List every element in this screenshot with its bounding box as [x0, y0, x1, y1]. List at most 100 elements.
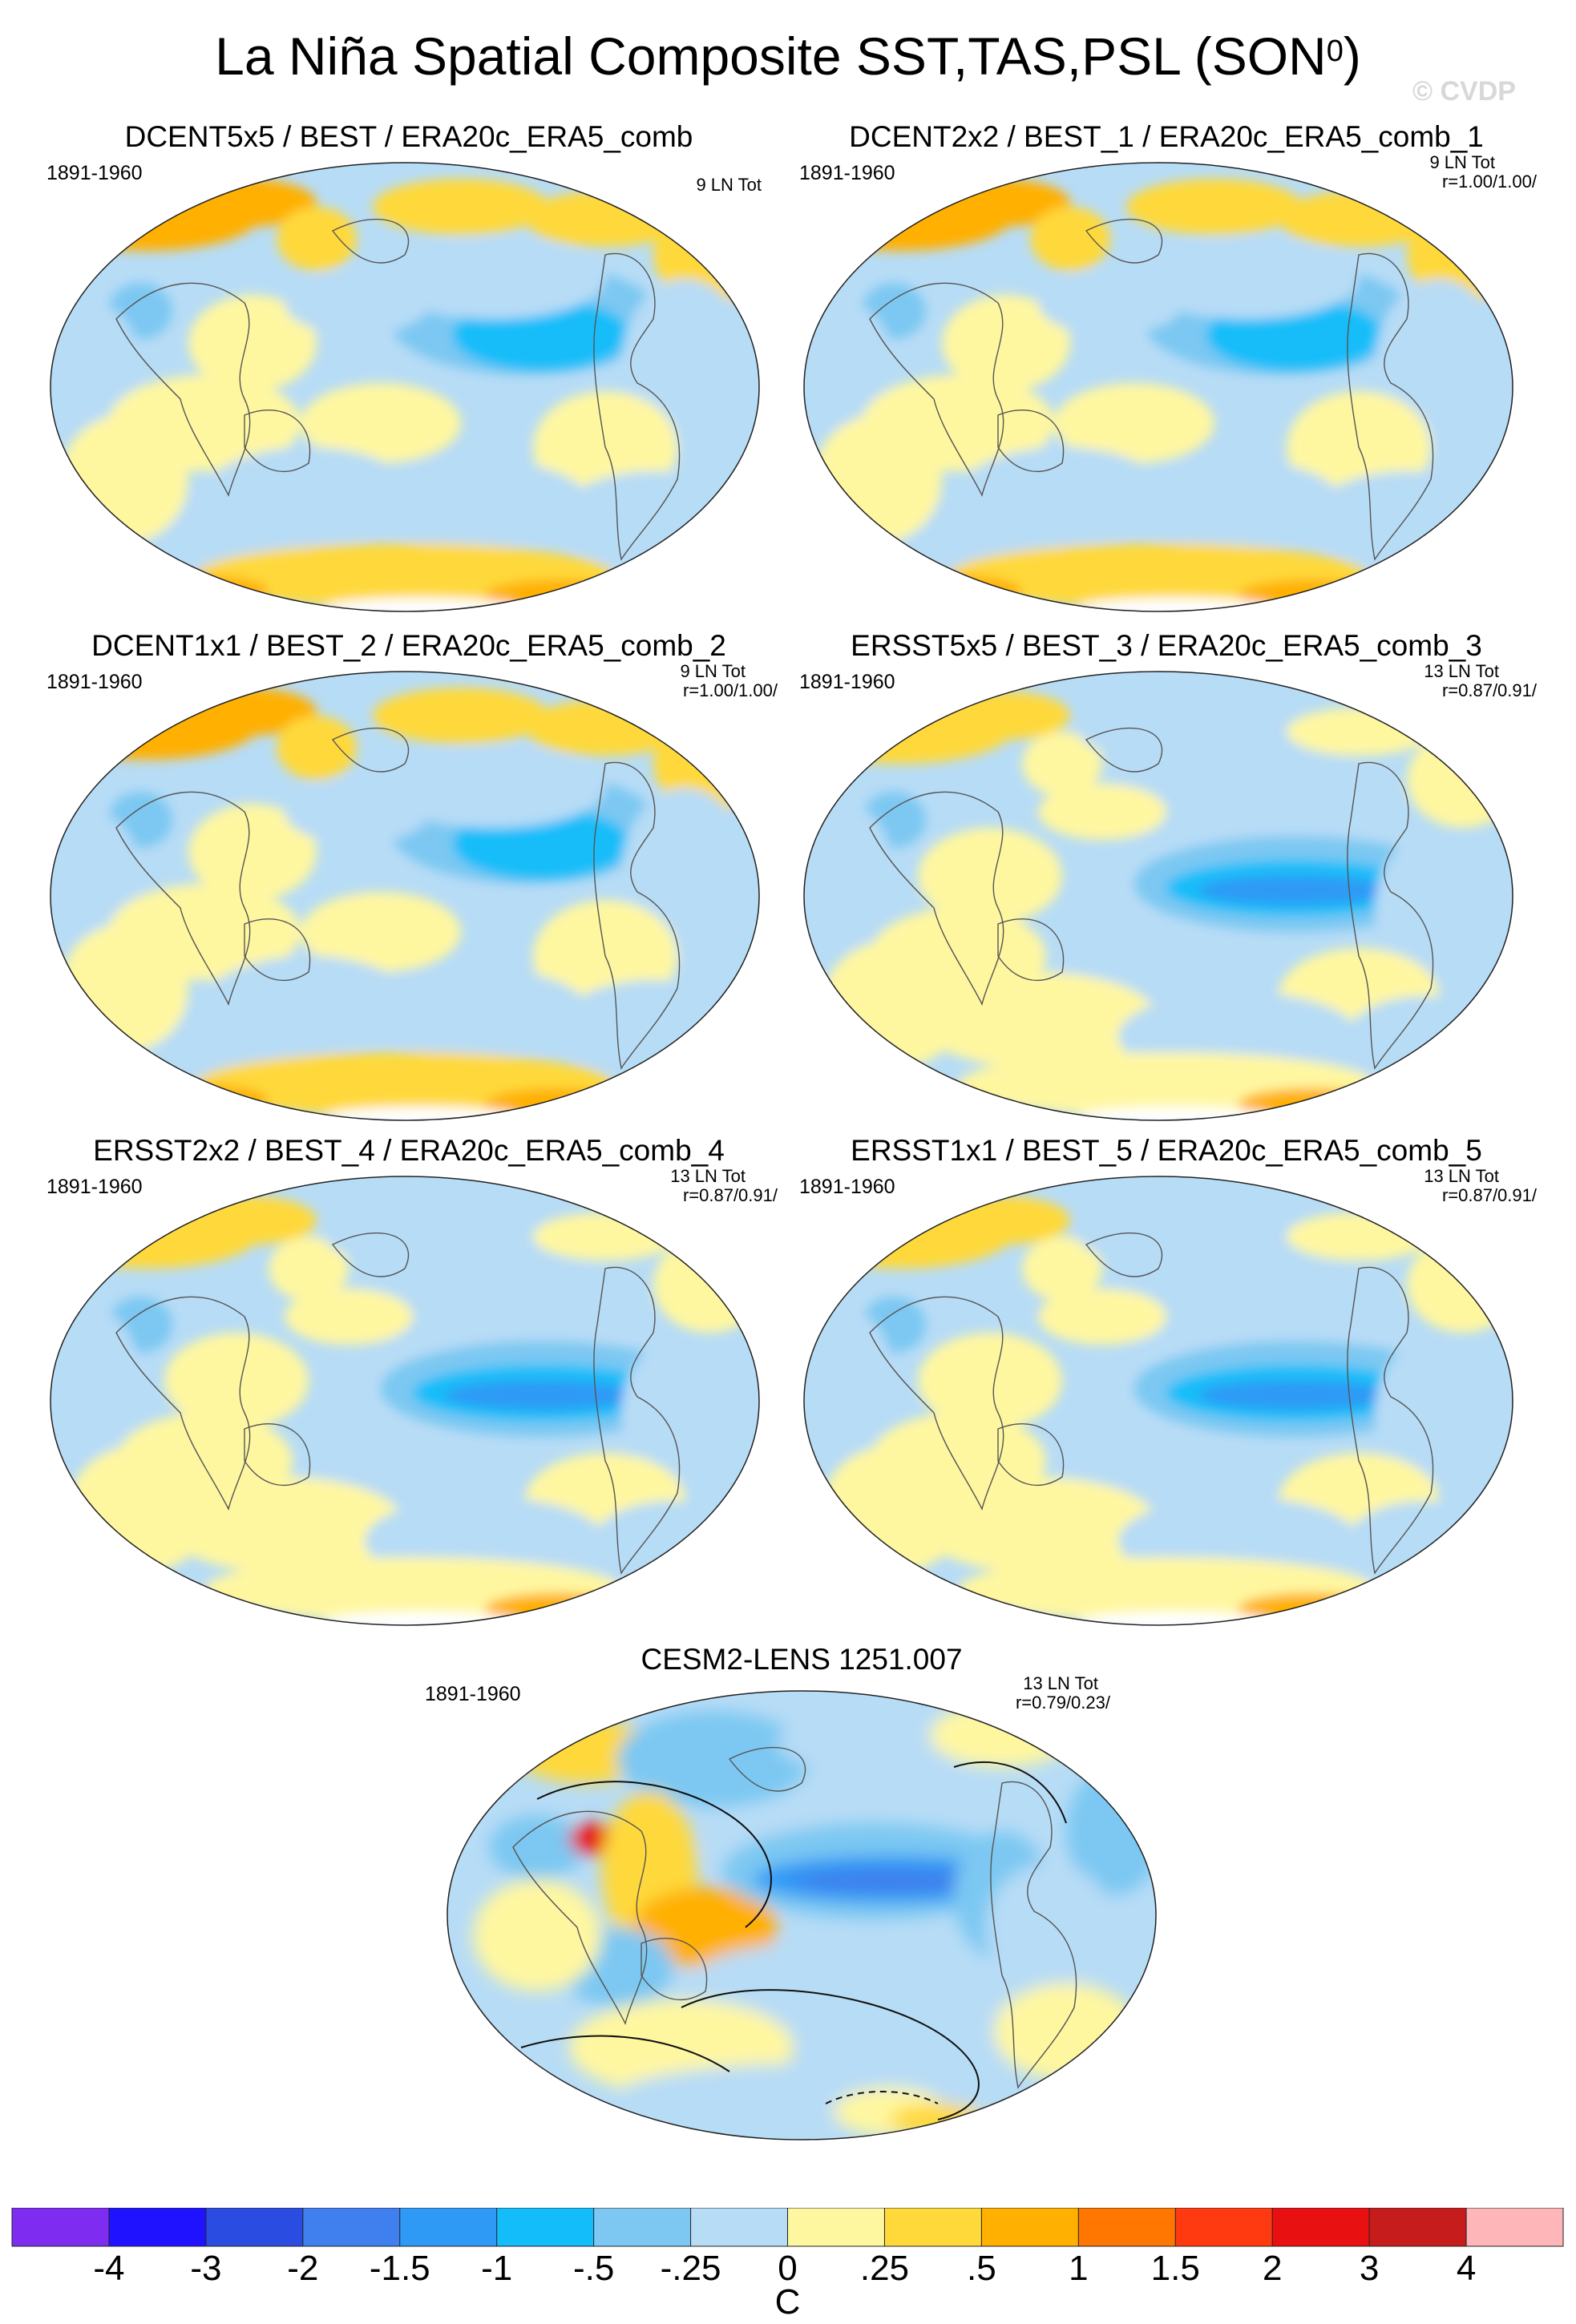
colorbar-tick-label: -.5 [573, 2249, 614, 2288]
colorbar-tick-label: -.25 [661, 2249, 721, 2288]
anomaly-region [1407, 732, 1513, 828]
colorbar-tick-label: 2 [1263, 2249, 1282, 2288]
anomaly-region [986, 1863, 1114, 1991]
anomaly-region [140, 1084, 269, 1116]
anomaly-region [653, 1237, 759, 1333]
anomaly-region [1287, 1212, 1431, 1261]
coastline [869, 1296, 1004, 1511]
anomaly-region [1407, 1237, 1513, 1333]
colorbar-tick-label: -1 [481, 2249, 512, 2288]
panel-title: ERSST1x1 / BEST_5 / ERA20c_ERA5_comb_5 [851, 1134, 1482, 1167]
psl-contour [520, 2035, 730, 2072]
anomaly-region [1078, 1204, 1319, 1269]
psl-contour [536, 1781, 772, 1928]
anomaly-region [894, 575, 1022, 607]
psl-contour [825, 2091, 939, 2104]
coastline [331, 1232, 410, 1277]
anomaly-region [804, 804, 894, 948]
colorbar-tick-label: 4 [1457, 2249, 1476, 2288]
map-field [804, 163, 1513, 611]
map-border [803, 162, 1513, 612]
colorbar-swatch [108, 2208, 207, 2246]
anomaly-region [794, 1870, 986, 1892]
anomaly-region [485, 579, 629, 611]
anomaly-region [1038, 784, 1166, 840]
anomaly-region [445, 1381, 637, 1410]
anomaly-region [196, 543, 613, 607]
event-count: 13 LN Tot [670, 1166, 746, 1186]
anomaly-region [1078, 598, 1271, 611]
anomaly-region [1030, 207, 1110, 271]
coastline [997, 1423, 1065, 1487]
colorbar-swatch [1466, 2208, 1564, 2246]
anomaly-region [1239, 579, 1383, 611]
anomaly-region [204, 1557, 621, 1621]
anomaly-region [878, 1595, 990, 1624]
anomaly-region [285, 271, 429, 335]
anomaly-map [50, 1176, 760, 1626]
colorbar-unit-label: C [775, 2282, 801, 2320]
anomaly-region [365, 459, 589, 547]
correlation-label: r=1.00/1.00/ [682, 680, 778, 700]
anomaly-region [1118, 459, 1343, 547]
psl-contour [681, 1989, 980, 2120]
coastline [1085, 218, 1163, 264]
anomaly-region [822, 1445, 966, 1573]
anomaly-region [1094, 748, 1399, 860]
period-label: 1891-1960 [799, 162, 895, 184]
colorbar-tick-label: -1.5 [370, 2249, 430, 2288]
coastline [244, 410, 311, 473]
colorbar-tick-label: .5 [967, 2249, 996, 2288]
coastline [997, 918, 1065, 982]
anomaly-region [822, 940, 966, 1068]
coastline [1347, 252, 1434, 561]
map-border [447, 1690, 1157, 2140]
map-border [50, 1176, 760, 1626]
panel-dcent1x1: DCENT1x1 / BEST_2 / ERA20c_ERA5_comb_2 1… [32, 629, 786, 1126]
anomaly-region [1078, 1107, 1271, 1120]
coastline [1347, 761, 1434, 1070]
map-field [51, 672, 759, 1120]
watermark: © CVDP [1412, 76, 1516, 107]
anomaly-region [381, 239, 605, 319]
panel-cesm2-lens: CESM2-LENS 1251.007 1891-1960 13 LN Tot … [417, 1643, 1186, 2156]
event-count: 9 LN Tot [680, 661, 746, 681]
anomaly-region [1078, 700, 1319, 764]
coastline [331, 218, 410, 264]
coastline [244, 918, 311, 982]
anomaly-region [804, 1309, 894, 1453]
anomaly-region [1311, 471, 1503, 567]
anomaly-region [188, 1196, 317, 1245]
correlation-label: r=1.00/1.00/ [1441, 171, 1537, 192]
coastline [997, 410, 1065, 473]
anomaly-region [1198, 1381, 1391, 1410]
anomaly-region [1375, 836, 1487, 980]
colorbar-swatch [399, 2208, 498, 2246]
anomaly-region [1054, 383, 1214, 463]
colorbar-swatch [690, 2208, 788, 2246]
anomaly-region [51, 303, 140, 431]
anomaly-region [301, 892, 461, 972]
correlation-label: r=0.79/0.23/ [1015, 1693, 1110, 1713]
map-border [803, 1176, 1513, 1626]
panel-title: ERSST2x2 / BEST_4 / ERA20c_ERA5_comb_4 [93, 1134, 725, 1167]
anomaly-region [918, 828, 1062, 924]
correlation-label: r=0.87/0.91/ [1441, 680, 1537, 700]
coastline [1085, 727, 1163, 773]
coastline [331, 727, 410, 773]
anomaly-region [958, 1557, 1375, 1621]
panel-ersst2x2: ERSST2x2 / BEST_4 / ERA20c_ERA5_comb_4 1… [32, 1134, 786, 1631]
anomaly-region [1239, 1088, 1383, 1120]
anomaly-region [325, 1612, 517, 1625]
event-count: 13 LN Tot [1424, 1166, 1499, 1186]
anomaly-region [1038, 1289, 1166, 1345]
map-field [804, 672, 1513, 1120]
coastline [728, 1746, 806, 1792]
anomaly-region [381, 748, 605, 828]
coastline [244, 1423, 311, 1487]
panel-dcent5x5: DCENT5x5 / BEST / ERA20c_ERA5_comb 1891-… [32, 120, 786, 617]
anomaly-region [325, 1107, 517, 1120]
anomaly-region [1094, 1253, 1399, 1365]
period-label: 1891-1960 [425, 1683, 521, 1705]
anomaly-region [489, 1815, 585, 1879]
